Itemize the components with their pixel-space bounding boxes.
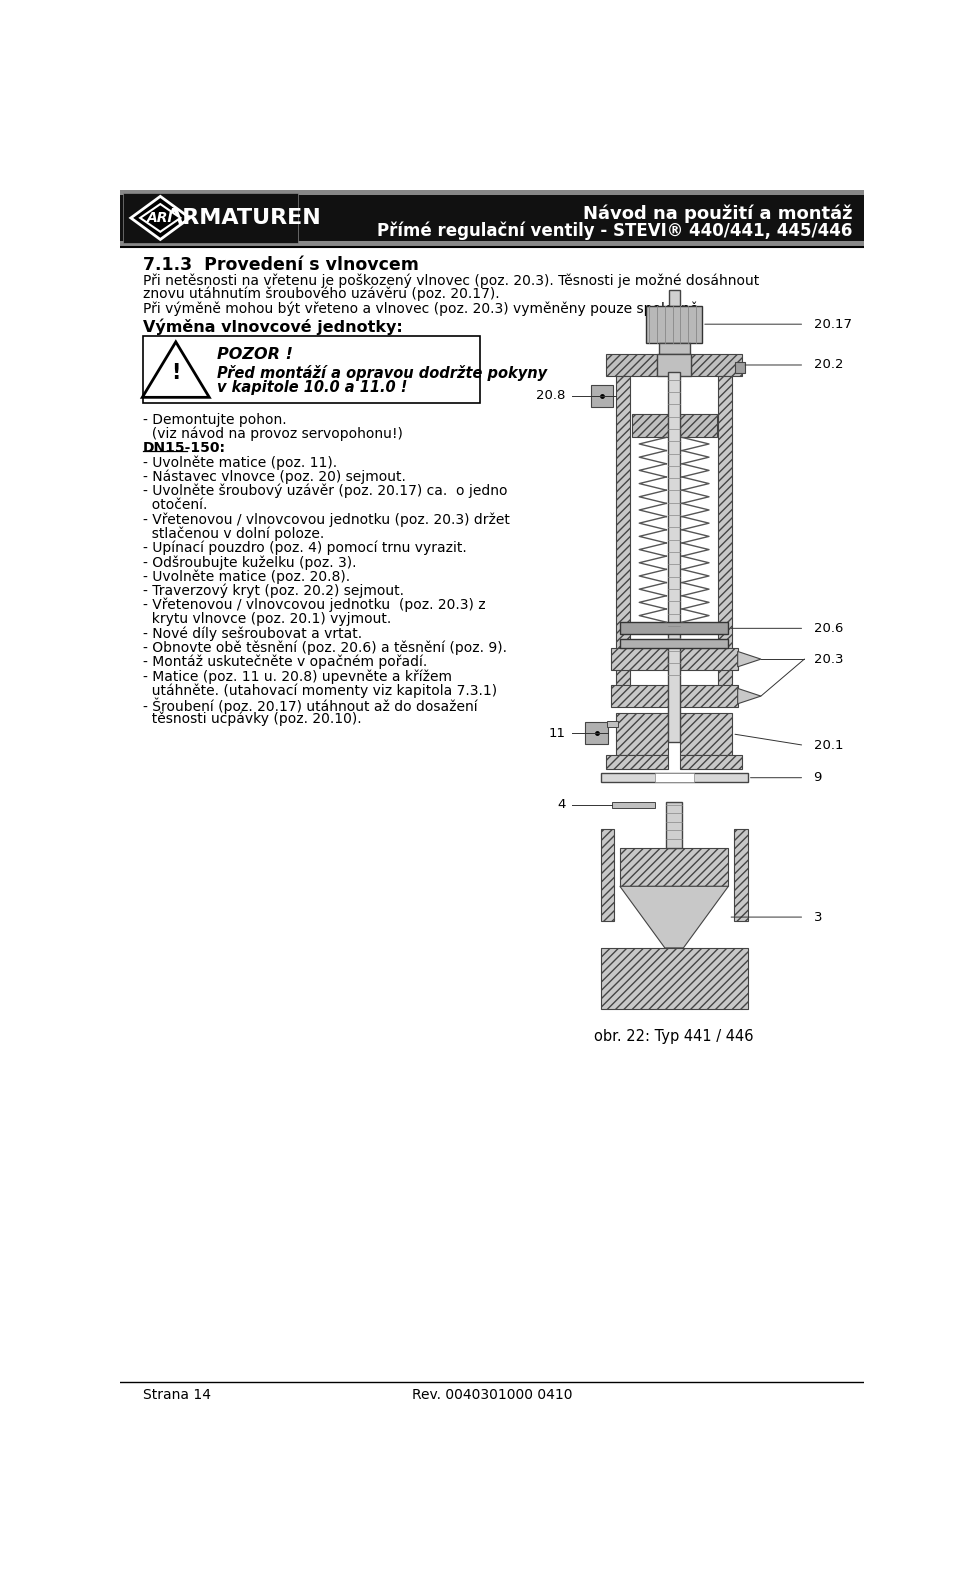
Bar	[659, 342, 689, 353]
Bar	[620, 623, 729, 634]
Text: 20.2: 20.2	[814, 358, 843, 371]
Text: - Uvolněte šroubový uzávěr (poz. 20.17) ca.  o jedno: - Uvolněte šroubový uzávěr (poz. 20.17) …	[143, 483, 508, 498]
Bar	[120, 241, 864, 244]
Text: - Traverzový kryt (poz. 20.2) sejmout.: - Traverzový kryt (poz. 20.2) sejmout.	[143, 583, 404, 598]
Text: (viz návod na provoz servopohonu!): (viz návod na provoz servopohonu!)	[143, 426, 403, 442]
Bar	[612, 802, 655, 808]
Text: - Vřetenovou / vlnovcovou jednotku (poz. 20.3) držet: - Vřetenovou / vlnovcovou jednotku (poz.…	[143, 512, 510, 526]
Text: - Vřetenovou / vlnovcovou jednotku  (poz. 20.3) z: - Vřetenovou / vlnovcovou jednotku (poz.…	[143, 598, 486, 612]
Text: - Uvolněte matice (poz. 20.8).: - Uvolněte matice (poz. 20.8).	[143, 569, 350, 583]
Bar	[620, 848, 729, 886]
Bar	[733, 829, 748, 921]
Text: krytu vlnovce (poz. 20.1) vyjmout.: krytu vlnovce (poz. 20.1) vyjmout.	[143, 612, 392, 626]
Bar	[611, 648, 668, 670]
Text: 9: 9	[814, 772, 822, 785]
Bar	[585, 723, 609, 743]
Text: Přímé regulační ventily - STEVI® 440/441, 445/446: Přímé regulační ventily - STEVI® 440/441…	[377, 220, 852, 239]
Text: !: !	[171, 363, 180, 384]
Bar	[668, 372, 681, 742]
Text: utáhněte. (utahovací momenty viz kapitola 7.3.1): utáhněte. (utahovací momenty viz kapitol…	[143, 683, 497, 697]
Text: - Odšroubujte kuželku (poz. 3).: - Odšroubujte kuželku (poz. 3).	[143, 555, 357, 569]
Bar	[601, 829, 614, 921]
Text: otočení.: otočení.	[143, 498, 207, 512]
Text: - Upínací pouzdro (poz. 4) pomocí trnu vyrazit.: - Upínací pouzdro (poz. 4) pomocí trnu v…	[143, 540, 467, 555]
Bar	[601, 773, 748, 783]
Text: 3: 3	[814, 910, 822, 924]
Text: těsnosti ucpávky (poz. 20.10).: těsnosti ucpávky (poz. 20.10).	[143, 712, 362, 726]
Text: Při netěsnosti na vřetenu je poškozený vlnovec (poz. 20.3). Těsnosti je možné do: Při netěsnosti na vřetenu je poškozený v…	[143, 273, 759, 288]
Text: Při výměně mohou být vřeteno a vlnovec (poz. 20.3) vyměněny pouze společně.: Při výměně mohou být vřeteno a vlnovec (…	[143, 301, 703, 317]
Bar	[657, 353, 691, 376]
Text: obr. 22: Typ 441 / 446: obr. 22: Typ 441 / 446	[594, 1029, 754, 1045]
Bar	[620, 639, 729, 648]
Text: Návod na použití a montáž: Návod na použití a montáž	[583, 204, 852, 222]
Text: - Nástavec vlnovce (poz. 20) sejmout.: - Nástavec vlnovce (poz. 20) sejmout.	[143, 469, 406, 483]
Text: - Uvolněte matice (poz. 11).: - Uvolněte matice (poz. 11).	[143, 455, 337, 471]
Bar	[646, 306, 702, 342]
Bar	[681, 756, 742, 769]
Text: 20.8: 20.8	[537, 390, 565, 403]
Text: ARI: ARI	[147, 211, 174, 225]
Text: 20.3: 20.3	[814, 653, 843, 666]
Polygon shape	[140, 204, 180, 231]
Bar	[691, 353, 742, 376]
Text: stlačenou v dolní poloze.: stlačenou v dolní poloze.	[143, 526, 324, 540]
Bar	[123, 193, 299, 243]
Bar	[591, 385, 612, 407]
Bar	[681, 414, 717, 437]
Bar	[120, 190, 864, 246]
Text: ARMATUREN: ARMATUREN	[166, 208, 322, 228]
Text: - Obnovte obě těsnění (poz. 20.6) a těsnění (poz. 9).: - Obnovte obě těsnění (poz. 20.6) a těsn…	[143, 640, 507, 655]
Polygon shape	[737, 688, 761, 704]
Bar	[120, 244, 864, 246]
Text: Rev. 0040301000 0410: Rev. 0040301000 0410	[412, 1388, 572, 1403]
Text: 20.6: 20.6	[814, 621, 843, 636]
Text: - Matice (poz. 11 u. 20.8) upevněte a křížem: - Matice (poz. 11 u. 20.8) upevněte a kř…	[143, 669, 452, 683]
Bar	[666, 802, 682, 848]
Text: 4: 4	[557, 799, 565, 812]
Bar	[606, 756, 668, 769]
Text: POZOR !: POZOR !	[217, 347, 293, 361]
Text: Výměna vlnovcové jednotky:: Výměna vlnovcové jednotky:	[143, 319, 403, 336]
Bar	[734, 361, 745, 372]
Polygon shape	[737, 651, 761, 667]
Text: - Nové díly sešroubovat a vrtat.: - Nové díly sešroubovat a vrtat.	[143, 626, 362, 640]
Bar	[601, 948, 748, 1010]
Bar	[616, 376, 630, 699]
Bar	[607, 721, 617, 728]
Text: 7.1.3  Provedení s vlnovcem: 7.1.3 Provedení s vlnovcem	[143, 257, 420, 274]
Bar	[616, 713, 668, 756]
Polygon shape	[131, 197, 190, 239]
Text: - Šroubení (poz. 20.17) utáhnout až do dosažení: - Šroubení (poz. 20.17) utáhnout až do d…	[143, 697, 478, 715]
Text: znovu utáhnutím šroubového uzávěru (poz. 20.17).: znovu utáhnutím šroubového uzávěru (poz.…	[143, 287, 500, 301]
Text: DN15-150:: DN15-150:	[143, 441, 227, 455]
Bar	[681, 685, 737, 707]
Text: - Demontujte pohon.: - Demontujte pohon.	[143, 412, 287, 426]
Text: - Montáž uskutečněte v opačném pořadí.: - Montáž uskutečněte v opačném pořadí.	[143, 655, 427, 669]
Text: 20.17: 20.17	[814, 317, 852, 331]
Bar	[120, 192, 864, 195]
Bar	[655, 773, 693, 783]
Bar	[611, 685, 668, 707]
Bar	[632, 414, 668, 437]
Bar	[718, 376, 732, 699]
Polygon shape	[620, 886, 729, 948]
Bar	[681, 648, 737, 670]
Bar	[681, 713, 732, 756]
Bar	[606, 353, 657, 376]
Bar	[669, 290, 680, 306]
Bar	[143, 336, 480, 404]
Text: Strana 14: Strana 14	[143, 1388, 211, 1403]
Bar	[120, 190, 864, 192]
Text: v kapitole 10.0 a 11.0 !: v kapitole 10.0 a 11.0 !	[217, 380, 407, 395]
Text: 20.1: 20.1	[814, 739, 843, 751]
Text: Před montáží a opravou dodržte pokyny: Před montáží a opravou dodržte pokyny	[217, 365, 547, 380]
Polygon shape	[142, 342, 209, 398]
Text: 11: 11	[548, 726, 565, 740]
